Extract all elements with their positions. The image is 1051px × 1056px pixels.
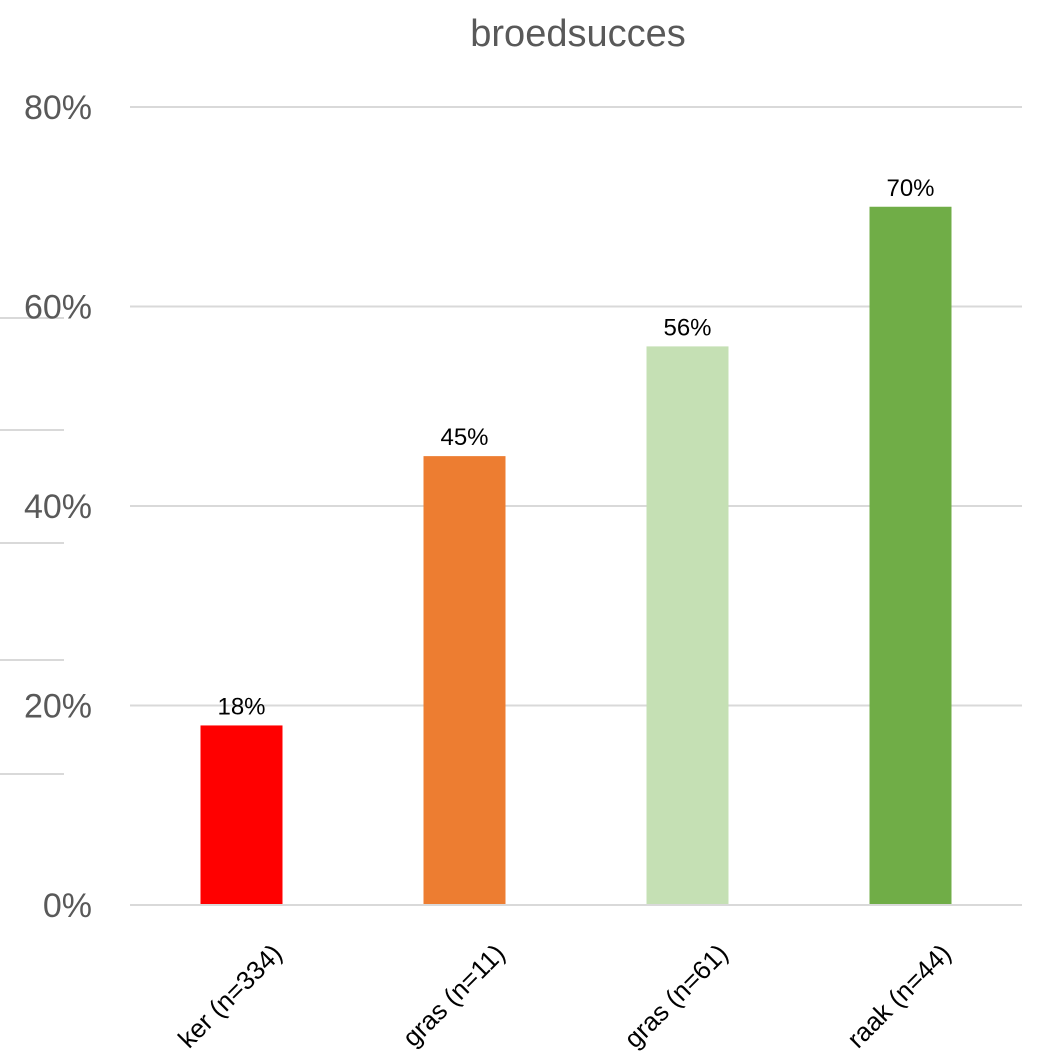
y-tick-label: 60% [24,289,92,327]
bar [423,456,506,905]
chart-title: broedsucces [470,13,685,55]
x-category-label: gras (n=11) [396,938,510,1052]
x-category-label: raak (n=44) [841,938,957,1054]
x-axis-category-labels: ker (n=334) gras (n=11) gras (n=61) raak (n… [172,938,957,1054]
x-category-label: ker (n=334) [172,938,288,1054]
bar [869,206,952,905]
x-category-label: gras (n=61) [618,938,734,1054]
edge-artifacts [0,317,64,775]
data-label: 18% [217,693,265,720]
y-tick-label: 80% [24,89,92,127]
data-label: 56% [663,314,711,341]
data-labels: 18% 45% 56% 70% [217,175,934,721]
bar [200,725,283,905]
data-label: 70% [886,175,934,202]
y-axis-tick-labels: 0% 20% 40% 60% 80% [24,89,92,925]
y-tick-label: 40% [24,488,92,526]
y-tick-label: 20% [24,688,92,726]
data-label: 45% [440,424,488,451]
y-tick-label: 0% [43,887,92,925]
bars [130,206,1022,906]
bar [646,346,729,905]
